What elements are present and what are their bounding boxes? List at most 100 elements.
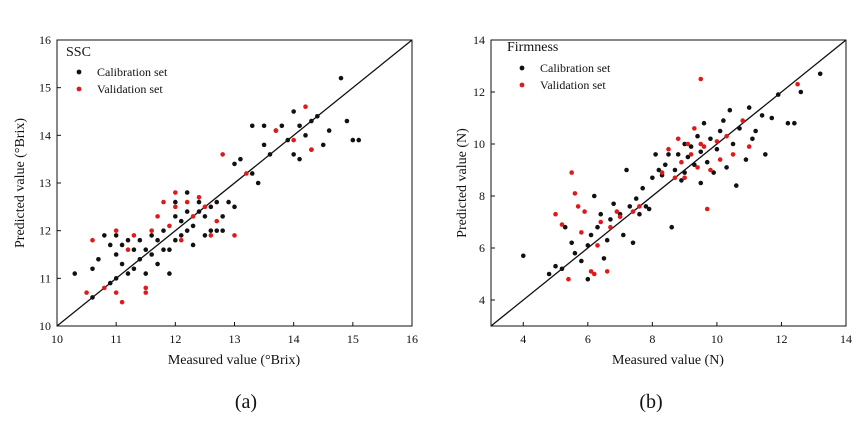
- calibration-point: [682, 141, 687, 147]
- validation-point: [309, 147, 314, 152]
- panel-letter: (a): [235, 391, 257, 413]
- calibration-point: [753, 128, 758, 134]
- calibration-point: [579, 258, 584, 264]
- validation-point: [119, 299, 125, 305]
- validation-point: [572, 191, 578, 196]
- x-axis-label: Measured value (°Brix): [168, 353, 301, 368]
- calibration-point: [750, 136, 755, 142]
- calibration-point: [107, 280, 113, 286]
- data-points: [72, 75, 362, 305]
- calibration-point: [585, 276, 591, 282]
- validation-point: [675, 136, 681, 142]
- calibration-point: [315, 113, 320, 119]
- validation-point: [714, 139, 720, 144]
- calibration-point: [208, 204, 214, 210]
- calibration-point: [178, 218, 184, 224]
- calibration-point: [297, 156, 302, 162]
- y-tick-label: 12: [39, 224, 51, 238]
- calibration-point: [320, 142, 326, 148]
- validation-point: [173, 204, 178, 210]
- validation-point: [717, 157, 723, 162]
- calibration-point: [675, 152, 681, 157]
- validation-point: [173, 190, 178, 195]
- legend-label-validation: Validation set: [97, 82, 163, 96]
- calibration-point: [344, 118, 350, 124]
- calibration-point: [717, 128, 723, 134]
- calibration-point: [155, 261, 160, 267]
- calibration-point: [309, 118, 314, 124]
- validation-point: [196, 195, 202, 200]
- y-tick-label: 12: [473, 85, 485, 99]
- validation-point: [608, 224, 613, 230]
- validation-point: [303, 104, 308, 110]
- calibration-point: [285, 137, 291, 143]
- validation-point: [291, 137, 296, 143]
- data-points: [520, 71, 823, 282]
- calibration-point: [143, 271, 149, 276]
- calibration-point: [562, 224, 568, 230]
- calibration-point: [155, 237, 160, 243]
- calibration-point: [173, 214, 178, 219]
- validation-point: [143, 285, 149, 291]
- validation-point: [220, 152, 225, 157]
- validation-point: [672, 175, 678, 181]
- calibration-point: [572, 250, 578, 256]
- validation-point: [666, 146, 671, 152]
- x-tick-label: 12: [775, 332, 787, 346]
- validation-point: [679, 159, 684, 165]
- calibration-point: [714, 146, 720, 152]
- validation-point: [184, 199, 190, 205]
- calibration-point: [131, 266, 137, 272]
- calibration-point: [608, 217, 613, 222]
- calibration-point: [737, 126, 742, 131]
- calibration-point: [72, 271, 78, 276]
- panel-title: SSC: [66, 45, 91, 60]
- calibration-point: [178, 233, 184, 238]
- calibration-point: [255, 180, 261, 186]
- calibration-point: [249, 171, 255, 176]
- calibration-point: [588, 232, 594, 238]
- validation-point: [604, 269, 610, 274]
- calibration-point: [569, 240, 574, 246]
- validation-point: [685, 141, 691, 147]
- legend-marker-validation: [76, 86, 82, 92]
- validation-point: [701, 144, 707, 149]
- calibration-point: [640, 185, 645, 191]
- panel-b-firmness: Firmness Calibration set Validation set …: [455, 33, 852, 413]
- calibration-point: [220, 228, 225, 233]
- calibration-point: [746, 105, 752, 110]
- y-axis-label: Predicted value (N): [455, 128, 470, 238]
- calibration-point: [220, 214, 225, 219]
- calibration-point: [190, 223, 196, 229]
- validation-point: [688, 152, 694, 157]
- y-tick-label: 15: [39, 81, 51, 95]
- calibration-point: [730, 141, 736, 147]
- y-tick-label: 10: [473, 137, 485, 151]
- x-tick-label: 10: [711, 332, 723, 346]
- legend-marker-calibration: [519, 65, 525, 71]
- x-tick-label: 11: [110, 332, 122, 346]
- validation-point: [178, 237, 184, 243]
- calibration-point: [692, 162, 697, 168]
- validation-point: [730, 152, 736, 157]
- validation-point: [704, 206, 710, 212]
- calibration-point: [785, 120, 791, 126]
- tick-group: 4 6 8 10 12 14 4 6 8 10 12 14: [473, 33, 852, 346]
- validation-point: [579, 230, 584, 235]
- calibration-point: [232, 161, 237, 167]
- validation-point: [591, 271, 597, 277]
- calibration-point: [137, 256, 143, 262]
- x-axis-label: Measured value (N): [612, 353, 724, 368]
- calibration-point: [769, 115, 775, 121]
- y-tick-label: 14: [473, 33, 485, 47]
- y-axis-label: Predicted value (°Brix): [13, 118, 28, 248]
- calibration-point: [214, 199, 220, 205]
- calibration-point: [798, 89, 804, 95]
- y-tick-label: 13: [39, 176, 51, 190]
- validation-point: [708, 167, 713, 173]
- validation-point: [553, 211, 558, 217]
- calibration-point: [682, 170, 687, 175]
- calibration-point: [338, 75, 344, 81]
- calibration-point: [184, 209, 190, 214]
- x-tick-label: 4: [520, 332, 526, 346]
